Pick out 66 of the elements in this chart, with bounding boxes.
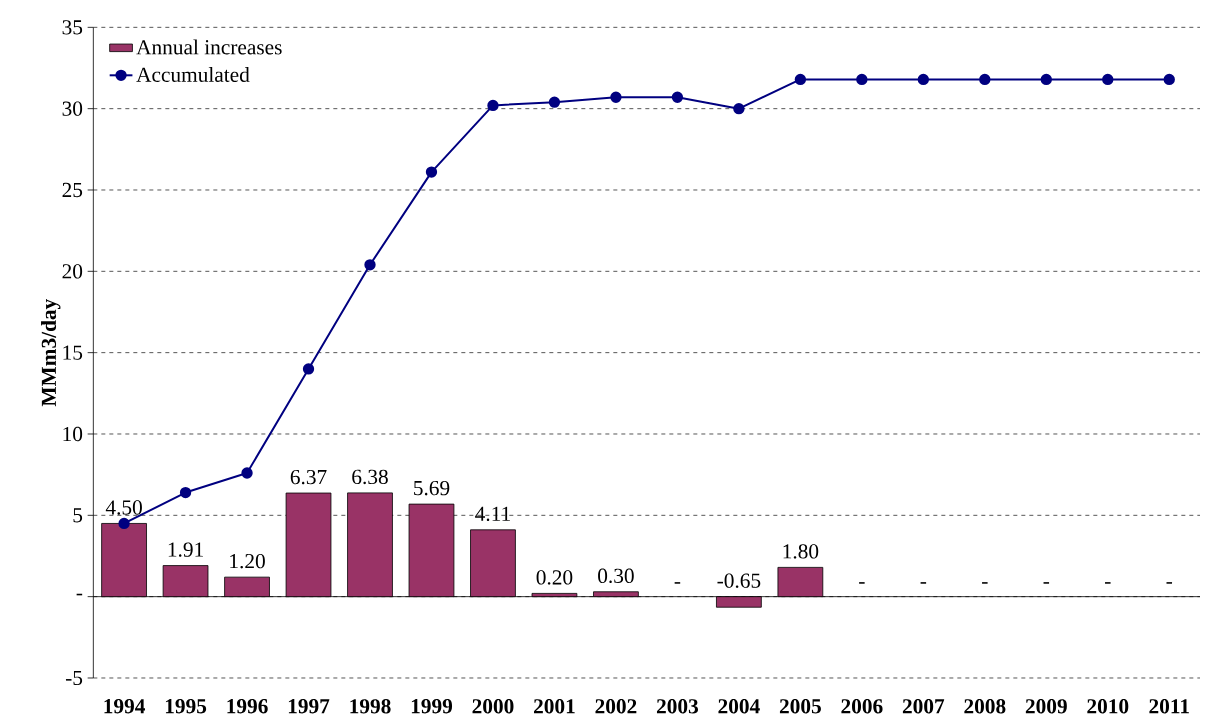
y-tick-label: -5 bbox=[65, 670, 83, 686]
data-label: - bbox=[920, 582, 927, 584]
point bbox=[610, 91, 622, 103]
x-tick-label: 2005 bbox=[779, 699, 821, 714]
point bbox=[1102, 73, 1114, 86]
point bbox=[979, 73, 991, 86]
x-tick-label: 2006 bbox=[841, 699, 883, 714]
point bbox=[425, 166, 438, 178]
data-label: 0.30 bbox=[598, 568, 634, 584]
point bbox=[548, 96, 561, 108]
legend-label: Annual increases bbox=[136, 39, 282, 55]
y-axis-title: MMm3/day bbox=[41, 298, 61, 407]
data-label: 4.11 bbox=[475, 506, 510, 522]
point bbox=[794, 73, 807, 86]
data-label: 1.80 bbox=[783, 544, 819, 559]
data-label: 6.38 bbox=[352, 469, 388, 485]
x-tick-label: 2002 bbox=[595, 699, 637, 714]
point bbox=[917, 73, 929, 86]
y-tick-label: - bbox=[76, 593, 83, 596]
point bbox=[487, 99, 499, 112]
y-tick-label: 30 bbox=[62, 101, 83, 116]
point bbox=[856, 73, 868, 86]
x-tick-label: 2007 bbox=[902, 699, 945, 714]
data-label: - bbox=[674, 582, 681, 584]
point bbox=[1040, 73, 1052, 86]
x-tick-label: 2010 bbox=[1087, 699, 1129, 714]
data-label: 4.50 bbox=[105, 500, 142, 515]
x-tick-label: 2009 bbox=[1025, 699, 1067, 714]
data-label: 1.20 bbox=[230, 553, 265, 569]
point bbox=[733, 103, 745, 115]
x-tick-label: 2004 bbox=[718, 699, 760, 714]
point bbox=[302, 363, 315, 375]
x-tick-label: 1994 bbox=[104, 699, 146, 714]
point bbox=[241, 467, 253, 479]
data-label: 0.20 bbox=[536, 570, 573, 585]
x-tick-label: 1999 bbox=[411, 699, 453, 714]
x-tick-label: 2008 bbox=[964, 699, 1006, 714]
y-tick-label: 10 bbox=[63, 426, 83, 442]
data-label: - bbox=[859, 582, 865, 584]
x-tick-label: 2003 bbox=[656, 699, 699, 714]
x-tick-label: 1995 bbox=[165, 699, 207, 714]
x-tick-label: 1996 bbox=[227, 699, 268, 714]
y-tick-label: 25 bbox=[62, 182, 83, 198]
y-tick-label: 5 bbox=[73, 508, 83, 523]
x-tick-label: 2011 bbox=[1149, 699, 1189, 714]
data-label: 5.69 bbox=[414, 480, 450, 496]
y-tick-label: 35 bbox=[62, 20, 83, 35]
x-tick-label: 1998 bbox=[350, 699, 391, 714]
point bbox=[1163, 73, 1175, 86]
legend-label: Accumulated bbox=[136, 66, 250, 82]
x-tick-label: 1997 bbox=[288, 699, 330, 714]
x-tick-label: 2000 bbox=[472, 699, 514, 714]
point bbox=[118, 517, 130, 530]
y-tick-label: 15 bbox=[63, 345, 83, 360]
point bbox=[671, 91, 684, 103]
data-label: -0.65 bbox=[717, 573, 761, 588]
data-label: 6.37 bbox=[290, 469, 327, 485]
data-label: - bbox=[1043, 582, 1050, 584]
point bbox=[364, 259, 376, 271]
y-tick-label: 20 bbox=[62, 264, 83, 279]
point bbox=[179, 486, 192, 499]
data-label: 1.91 bbox=[168, 542, 203, 557]
x-tick-label: 2001 bbox=[534, 699, 575, 714]
data-label: - bbox=[982, 582, 988, 584]
data-label: - bbox=[1166, 582, 1173, 584]
data-label: - bbox=[1105, 582, 1111, 584]
